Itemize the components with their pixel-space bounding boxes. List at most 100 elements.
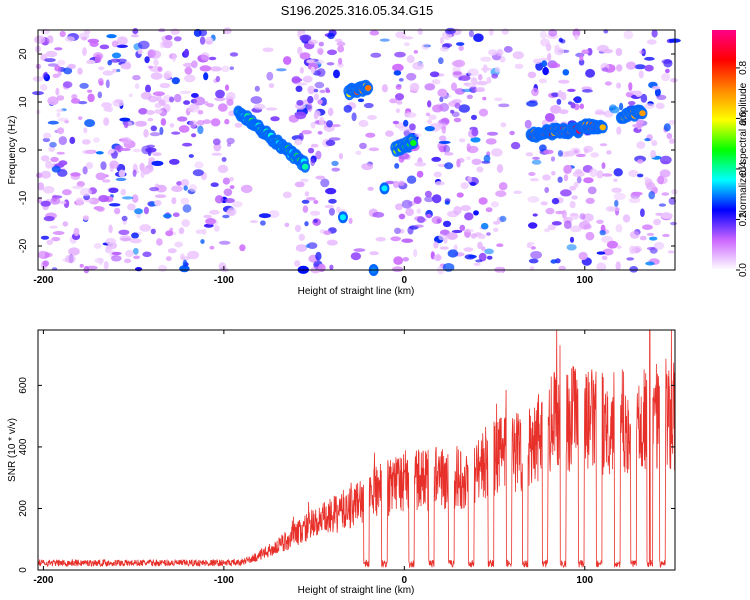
spectrogram-cell xyxy=(67,63,76,70)
spectrogram-cell xyxy=(40,235,50,240)
spectrogram-cell xyxy=(663,59,673,68)
spectrogram-cell xyxy=(670,221,677,226)
spectrogram-cell xyxy=(142,251,152,258)
spectrogram-cell xyxy=(385,180,395,185)
spectrogram-cell xyxy=(132,194,139,203)
spectrogram-cell xyxy=(343,105,352,113)
colorbar: 0.0 0.2 0.4 0.6 0.8 Normalized spectral ampl… xyxy=(712,30,749,277)
spectrogram-cell xyxy=(295,85,303,93)
spectrogram-cell xyxy=(111,52,122,59)
colorbar-tick-label: 0.2 xyxy=(738,212,749,226)
spectrogram-cell xyxy=(182,204,192,213)
spectrogram-cell xyxy=(646,39,657,45)
spectrogram-cell xyxy=(460,182,469,190)
spectrogram-cell xyxy=(314,110,321,118)
spectrogram-cell xyxy=(651,85,661,90)
spectrogram-cell xyxy=(146,144,155,148)
spectrogram-cell xyxy=(367,115,377,120)
spectrogram-cell xyxy=(134,208,143,215)
spectrogram-cell xyxy=(665,68,670,74)
spectrogram-cell xyxy=(369,251,379,256)
spectrogram-cell xyxy=(550,156,556,162)
spectrogram-cell xyxy=(325,187,337,195)
spectrogram-cell xyxy=(381,84,388,93)
spectrogram-cell xyxy=(83,149,95,155)
spectrogram-cell xyxy=(464,212,474,221)
spectrogram-cell xyxy=(557,90,563,99)
spectrogram-cell xyxy=(466,156,471,160)
spectrogram-cell xyxy=(451,82,457,91)
spectrogram-cell xyxy=(71,94,78,100)
spectrogram-cell xyxy=(331,160,339,166)
spectrogram-cell xyxy=(492,227,499,232)
spectrogram-cell xyxy=(135,267,143,272)
spectrogram-cell xyxy=(645,261,655,266)
spectrogram-ridge-point xyxy=(599,124,606,131)
spectrogram-cell xyxy=(117,36,128,46)
spectrogram-cell xyxy=(56,95,65,101)
spectrogram-cell xyxy=(398,213,406,220)
spectrogram-cell xyxy=(154,194,167,198)
spectrogram-cell xyxy=(439,96,444,103)
spectrogram-cell xyxy=(119,117,131,122)
spectrogram-cell xyxy=(585,197,595,204)
snr-x-tick-label: -100 xyxy=(214,575,234,586)
spectrogram-cell xyxy=(385,130,394,137)
spectrogram-cell xyxy=(121,196,134,200)
spectrogram-cell xyxy=(601,255,608,260)
spectrogram-cell xyxy=(327,49,337,56)
spectrogram-cell xyxy=(390,236,402,242)
spectrogram-cell xyxy=(212,138,221,146)
spectrogram-cell xyxy=(443,235,448,244)
spectrogram-cell xyxy=(227,142,232,147)
spectrogram-cell xyxy=(319,116,325,126)
spectrogram-x-tick-label: 100 xyxy=(576,275,593,286)
spectrogram-cell xyxy=(203,72,209,81)
spectrogram-cell xyxy=(615,261,621,271)
spectrogram-cell xyxy=(550,259,557,264)
spectrogram-cell xyxy=(308,39,318,45)
spectrogram-cell xyxy=(301,30,306,34)
spectrogram-cell xyxy=(121,215,128,222)
spectrogram-cell xyxy=(394,163,400,169)
spectrogram-cell xyxy=(119,147,131,152)
spectrogram-cell xyxy=(56,108,64,113)
spectrogram-cell xyxy=(47,96,59,106)
spectrogram-cell xyxy=(471,128,479,137)
spectrogram-x-tick-label: -200 xyxy=(33,275,53,286)
spectrogram-cell xyxy=(431,79,441,85)
spectrogram-cell xyxy=(101,179,111,183)
spectrogram-cell xyxy=(118,229,130,235)
spectrogram-cell xyxy=(409,123,416,131)
spectrogram-cell xyxy=(79,82,89,89)
spectrogram-cell xyxy=(532,156,540,160)
spectrogram-cell xyxy=(406,55,415,64)
spectrogram-cell xyxy=(295,82,308,86)
spectrogram-cell xyxy=(662,233,670,238)
spectrogram-cell xyxy=(307,62,319,71)
spectrogram-cell xyxy=(328,198,337,204)
spectrogram-x-axis-label: Height of straight line (km) xyxy=(298,286,415,297)
spectrogram-cell xyxy=(89,41,99,47)
spectrogram-cell xyxy=(148,65,153,69)
spectrogram-cell xyxy=(417,28,423,35)
spectrogram-cell xyxy=(329,264,334,270)
spectrogram-cell xyxy=(98,257,104,266)
spectrogram-cell xyxy=(158,264,168,272)
spectrogram-cell xyxy=(96,206,105,212)
spectrogram-cell xyxy=(79,188,92,197)
spectrogram-cell xyxy=(466,94,473,100)
spectrogram-cell xyxy=(103,117,110,126)
spectrogram-cell xyxy=(460,205,471,212)
spectrogram-cell xyxy=(416,170,424,178)
spectrogram-cell xyxy=(579,103,585,110)
spectrogram-cell xyxy=(165,34,173,41)
spectrogram-cell xyxy=(538,78,548,84)
spectrogram-cell xyxy=(52,73,60,79)
spectrogram-cell xyxy=(226,91,236,101)
spectrogram-y-tick-label: -10 xyxy=(18,190,29,205)
spectrogram-y-axis-label: Frequency (Hz) xyxy=(7,116,18,185)
spectrogram-cell xyxy=(628,82,633,91)
spectrogram-cell xyxy=(490,201,499,208)
